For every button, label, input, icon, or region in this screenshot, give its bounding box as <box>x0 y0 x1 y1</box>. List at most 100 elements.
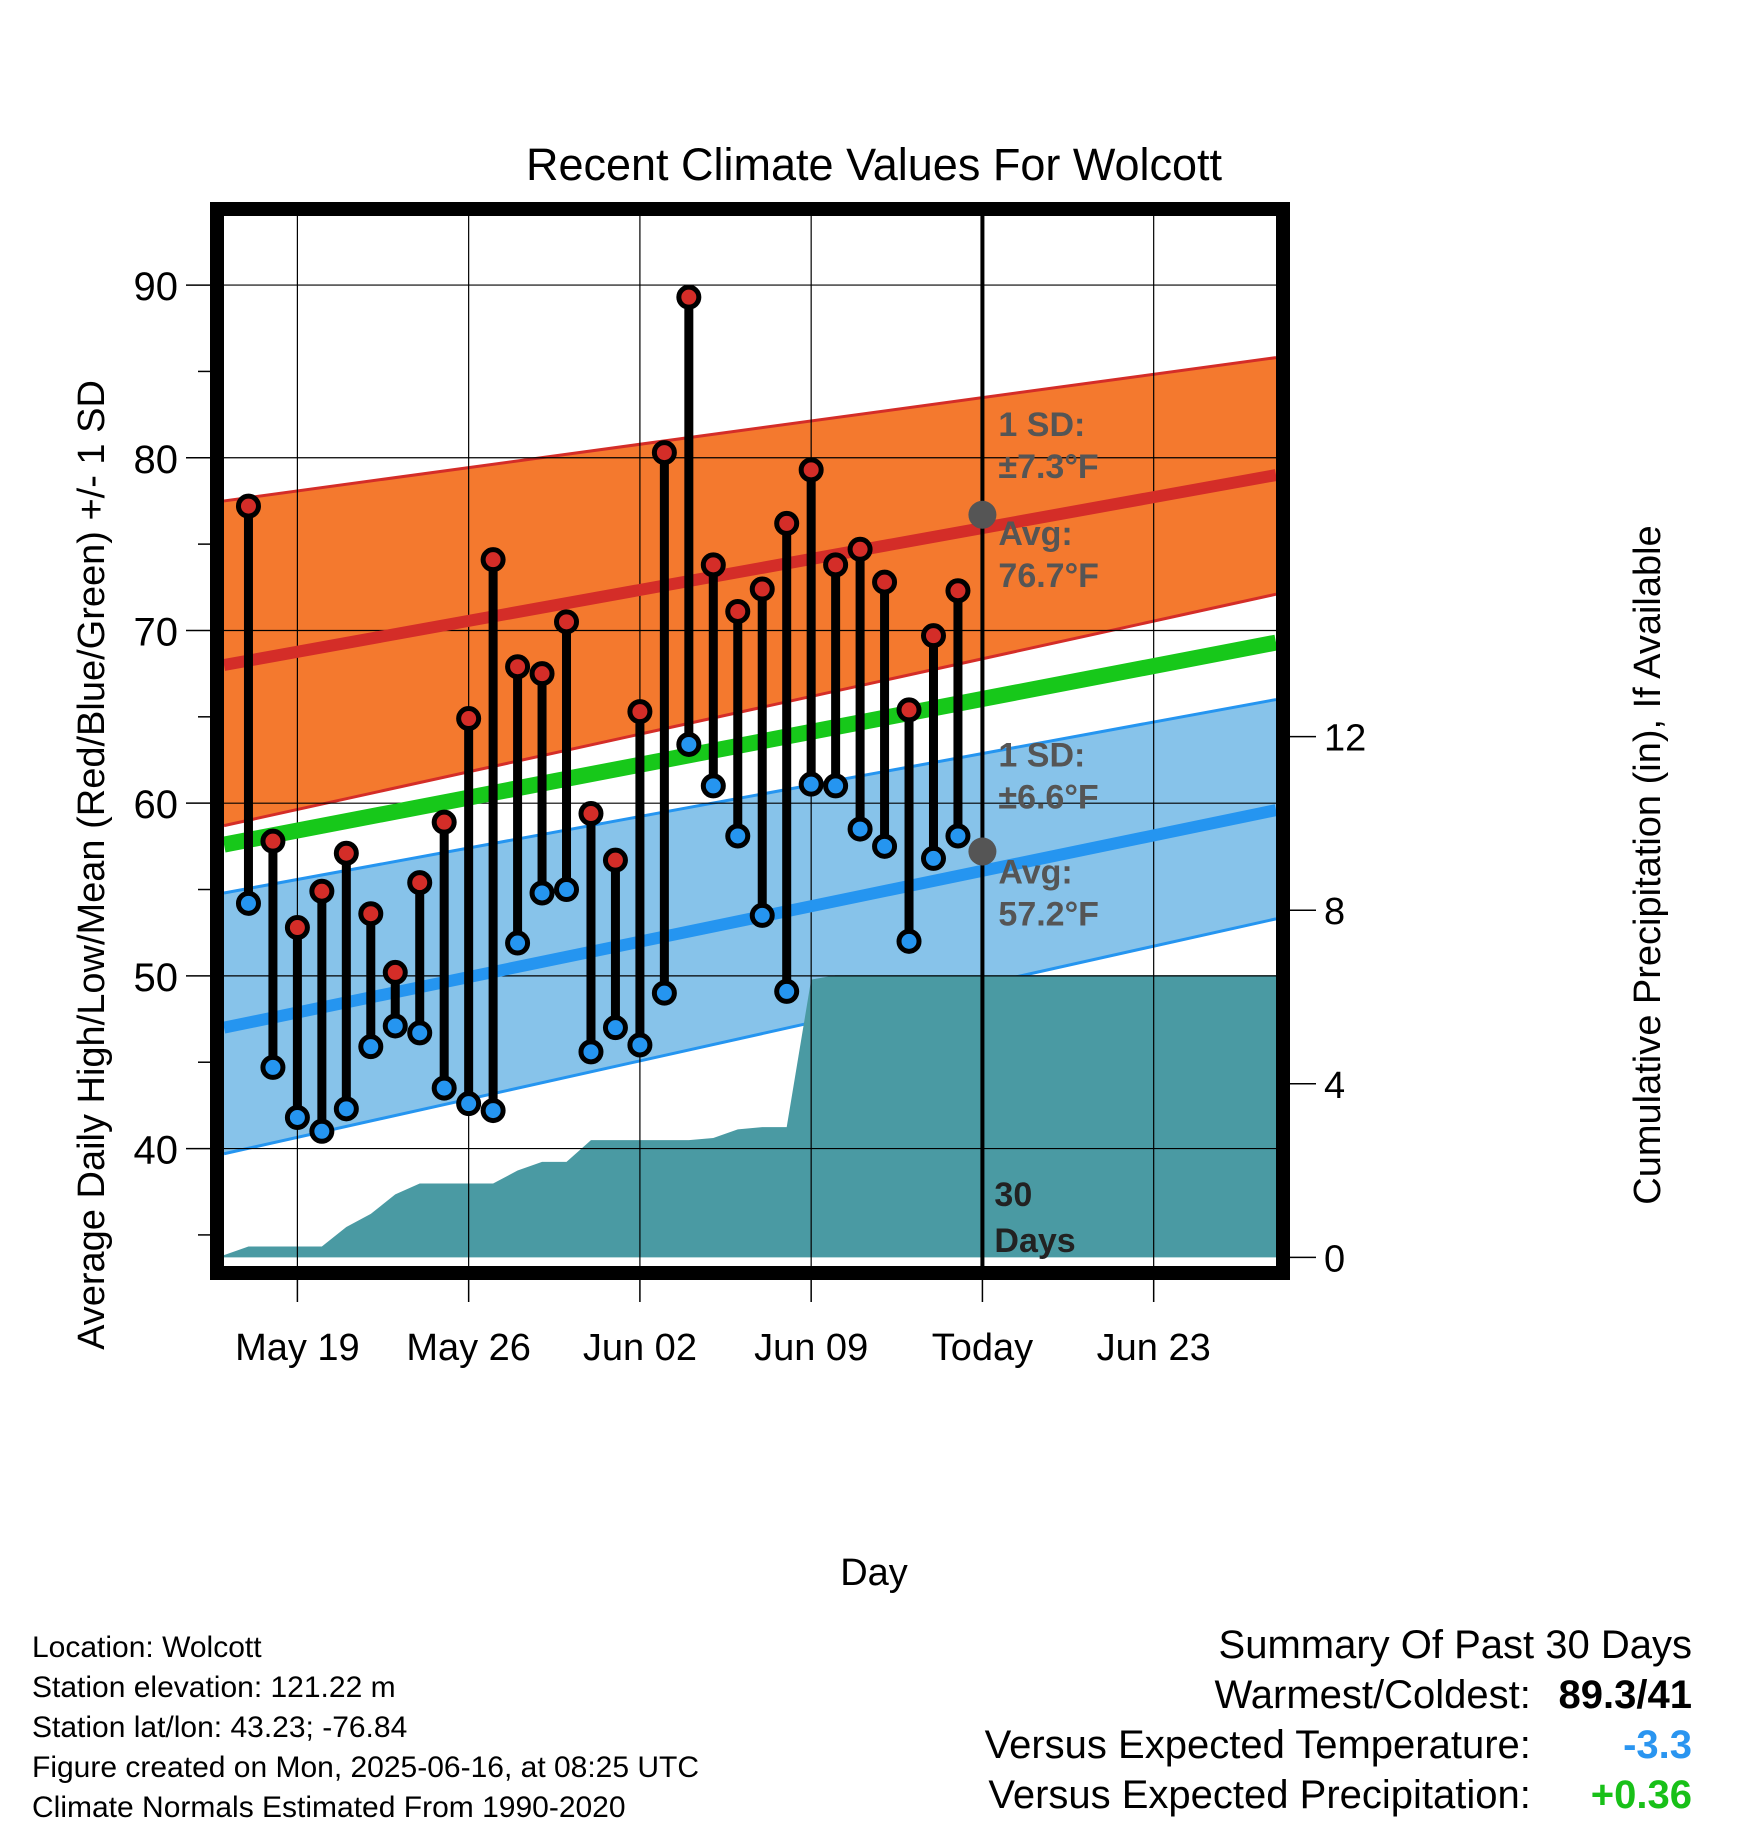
low-point <box>309 1118 335 1144</box>
low-point <box>260 1054 286 1080</box>
low-point <box>529 880 555 906</box>
high-avg-marker <box>968 500 997 529</box>
normals-bands <box>223 356 1277 1156</box>
low-point <box>749 902 775 928</box>
high-point <box>578 801 604 827</box>
plot-frame <box>210 202 1290 1280</box>
low-point <box>456 1091 482 1117</box>
y2-axis-label: Cumulative Precipitation (in), If Availa… <box>1627 525 1669 1204</box>
low-point <box>774 978 800 1004</box>
low-point <box>358 1034 384 1060</box>
plot-border <box>210 202 1290 1280</box>
high-sd-upper-line <box>223 356 1277 503</box>
high-point <box>554 609 580 635</box>
low-point <box>382 1013 408 1039</box>
low-point <box>700 773 726 799</box>
low-point <box>554 877 580 903</box>
x-tick-label: Jun 09 <box>754 1327 868 1369</box>
elevation-text: Station elevation: 121.22 m <box>32 1671 396 1704</box>
y-axis-label: Average Daily High/Low/Mean (Red/Blue/Gr… <box>71 380 113 1350</box>
high-point <box>235 493 261 519</box>
low-avg-marker <box>968 837 997 866</box>
temp-row: Versus Expected Temperature: -3.3 <box>692 1720 1692 1770</box>
high-point <box>676 284 702 310</box>
high-point <box>382 959 408 985</box>
climate-chart: Recent Climate Values For Wolcott 40 50 60… <box>71 139 1669 1594</box>
y-tick-label: 60 <box>134 783 179 827</box>
low-point <box>651 980 677 1006</box>
high-mean-line <box>222 469 1278 671</box>
x-tick-label: Jun 02 <box>583 1327 697 1369</box>
high-point <box>651 440 677 466</box>
low-point <box>725 823 751 849</box>
high-point <box>798 457 824 483</box>
daily-mean-line <box>222 634 1278 853</box>
precipitation-area <box>224 975 1276 1258</box>
low-point <box>431 1075 457 1101</box>
low-point <box>823 773 849 799</box>
high-avg-annotation-line1: Avg: <box>998 515 1072 553</box>
high-point <box>896 697 922 723</box>
temp-value: -3.3 <box>1623 1723 1692 1767</box>
high-point <box>725 598 751 624</box>
high-point <box>309 878 335 904</box>
daily-points <box>235 284 971 1144</box>
high-point <box>431 809 457 835</box>
y-tick-label: 80 <box>134 438 179 482</box>
low-point <box>284 1104 310 1130</box>
x-tick-label: Today <box>932 1327 1033 1369</box>
high-point <box>407 870 433 896</box>
low-sd-band <box>224 699 1276 1154</box>
high-sd-annotation-line1: 1 SD: <box>998 406 1085 444</box>
high-point <box>529 661 555 687</box>
low-point <box>945 823 971 849</box>
days-annotation-line2: Days <box>994 1222 1075 1260</box>
y-tick-label: 50 <box>134 956 179 1000</box>
high-point <box>749 576 775 602</box>
high-point <box>774 510 800 536</box>
warmest-value: 89.3/41 <box>1558 1673 1692 1717</box>
high-point <box>627 699 653 725</box>
low-sd-annotation-line1: 1 SD: <box>998 737 1085 775</box>
low-avg-annotation-line2: 57.2°F <box>998 896 1099 934</box>
low-point <box>235 890 261 916</box>
high-point <box>260 828 286 854</box>
precip-label: Versus Expected Precipitation: <box>988 1773 1531 1817</box>
low-point <box>676 731 702 757</box>
precip-value: +0.36 <box>1590 1773 1692 1817</box>
temp-label: Versus Expected Temperature: <box>984 1723 1531 1767</box>
low-point <box>872 833 898 859</box>
y-tick-label: 90 <box>134 265 179 309</box>
high-point <box>505 654 531 680</box>
high-point <box>284 915 310 941</box>
high-point <box>823 552 849 578</box>
high-sd-lower-line <box>223 592 1277 828</box>
precip-row: Versus Expected Precipitation: +0.36 <box>692 1770 1692 1820</box>
chart-title: Recent Climate Values For Wolcott <box>526 139 1223 190</box>
high-sd-annotation-line2: ±7.3°F <box>998 448 1098 486</box>
normals-text: Climate Normals Estimated From 1990-2020 <box>32 1791 626 1824</box>
low-point <box>578 1039 604 1065</box>
low-avg-annotation-line1: Avg: <box>998 854 1072 892</box>
cumulative-precipitation-area <box>224 975 1276 1258</box>
high-point <box>333 840 359 866</box>
warmest-label: Warmest/Coldest: <box>1214 1673 1531 1717</box>
low-point <box>602 1015 628 1041</box>
low-sd-annotation-line2: ±6.6°F <box>998 779 1098 817</box>
x-tick-label: Jun 23 <box>1097 1327 1211 1369</box>
low-point <box>920 845 946 871</box>
low-point <box>896 928 922 954</box>
x-axis-label: Day <box>840 1552 908 1594</box>
low-sd-upper-line <box>223 698 1277 895</box>
low-point <box>798 771 824 797</box>
high-point <box>945 578 971 604</box>
high-point <box>456 706 482 732</box>
annotations: 1 SD: ±7.3°F Avg: 76.7°F 1 SD: ±6.6°F Avg: 57.2… <box>968 406 1099 1260</box>
created-text: Figure created on Mon, 2025-06-16, at 08… <box>32 1751 700 1784</box>
days-annotation-line1: 30 <box>994 1176 1032 1214</box>
y-tick-label: 40 <box>134 1129 179 1173</box>
station-info: Location: Wolcott Station elevation: 121… <box>32 1628 699 1828</box>
low-sd-lower-line <box>223 917 1277 1156</box>
high-avg-annotation-line2: 76.7°F <box>998 557 1099 595</box>
high-point <box>480 547 506 573</box>
